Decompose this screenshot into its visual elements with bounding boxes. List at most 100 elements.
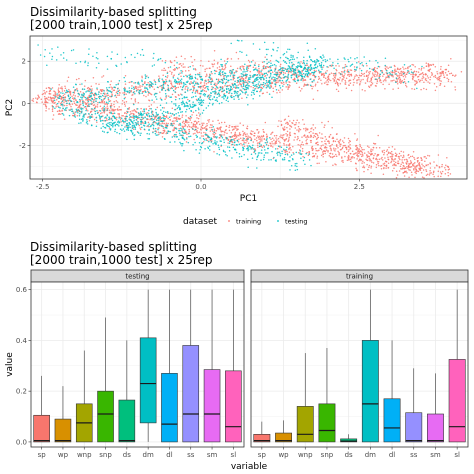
- scatter-point: [189, 103, 191, 106]
- scatter-point: [148, 115, 151, 118]
- scatter-point: [193, 58, 196, 61]
- scatter-y-axis-label: PC2: [5, 99, 15, 116]
- scatter-point: [242, 73, 244, 75]
- scatter-point: [215, 130, 218, 132]
- scatter-point: [332, 77, 334, 80]
- scatter-point: [165, 111, 167, 114]
- scatter-point: [199, 113, 201, 115]
- scatter-point: [79, 61, 82, 63]
- scatter-point: [110, 111, 112, 113]
- box-x-axis-label: variable: [231, 462, 268, 472]
- scatter-point: [409, 169, 411, 171]
- scatter-point: [97, 101, 99, 104]
- scatter-point: [281, 79, 284, 82]
- scatter-point: [260, 145, 263, 148]
- scatter-point: [125, 101, 128, 103]
- scatter-point: [291, 122, 294, 125]
- box-x-tick-label: wp: [278, 451, 289, 459]
- scatter-point: [167, 85, 170, 87]
- scatter-point: [197, 120, 200, 123]
- scatter-point: [407, 165, 410, 168]
- scatter-point: [184, 70, 187, 72]
- scatter-point: [307, 76, 309, 78]
- scatter-point: [338, 79, 341, 81]
- scatter-point: [86, 120, 88, 123]
- scatter-point: [242, 149, 244, 152]
- scatter-point: [223, 97, 225, 100]
- scatter-point: [381, 156, 383, 159]
- scatter-point: [108, 90, 110, 92]
- scatter-point: [317, 143, 319, 146]
- scatter-point: [160, 117, 163, 120]
- scatter-point: [320, 154, 323, 157]
- scatter-point: [222, 149, 225, 152]
- scatter-point: [207, 135, 209, 137]
- scatter-point: [147, 82, 149, 84]
- scatter-point: [407, 80, 410, 83]
- scatter-point: [134, 121, 137, 124]
- scatter-point: [270, 64, 272, 67]
- scatter-point: [140, 132, 142, 135]
- scatter-point: [93, 97, 96, 99]
- scatter-point: [316, 162, 318, 165]
- box-testing-snp: [97, 317, 114, 443]
- scatter-point: [377, 153, 380, 156]
- box-body: [405, 412, 423, 443]
- scatter-point: [416, 80, 418, 82]
- scatter-point: [287, 72, 290, 74]
- scatter-point: [325, 149, 328, 151]
- scatter-point: [59, 95, 61, 97]
- scatter-point: [130, 98, 133, 100]
- scatter-point: [279, 80, 281, 82]
- scatter-point: [96, 87, 98, 89]
- scatter-point: [333, 149, 335, 151]
- scatter-point: [303, 156, 306, 159]
- scatter-point: [275, 81, 278, 84]
- scatter-point: [234, 131, 237, 134]
- scatter-point: [108, 122, 111, 124]
- scatter-point: [202, 101, 204, 104]
- scatter-point: [443, 85, 446, 87]
- scatter-point: [214, 99, 217, 102]
- scatter-point: [386, 66, 388, 68]
- scatter-point: [37, 97, 39, 99]
- scatter-point: [200, 60, 202, 62]
- scatter-point: [317, 75, 320, 78]
- scatter-point: [169, 96, 171, 98]
- scatter-point: [70, 105, 72, 108]
- scatter-point: [108, 126, 111, 128]
- scatter-point: [142, 117, 145, 119]
- scatter-point: [429, 76, 432, 78]
- scatter-point: [194, 120, 197, 123]
- scatter-point: [420, 157, 422, 159]
- scatter-point: [388, 83, 390, 86]
- scatter-point: [99, 105, 102, 108]
- scatter-point: [235, 136, 238, 138]
- scatter-point: [329, 58, 331, 60]
- scatter-point: [105, 102, 108, 105]
- scatter-point: [327, 149, 329, 152]
- scatter-point: [249, 64, 252, 67]
- scatter-point: [185, 115, 187, 117]
- scatter-point: [127, 126, 130, 129]
- scatter-point: [269, 87, 271, 89]
- scatter-point: [242, 84, 245, 86]
- scatter-point: [287, 115, 290, 118]
- scatter-point: [181, 131, 184, 134]
- scatter-point: [136, 108, 139, 110]
- scatter-point: [124, 74, 127, 77]
- scatter-point: [242, 124, 245, 127]
- box-x-tick-label: ss: [187, 451, 195, 459]
- scatter-point: [390, 150, 393, 153]
- scatter-point: [384, 67, 387, 70]
- scatter-point: [260, 90, 262, 92]
- scatter-point: [395, 170, 398, 173]
- scatter-point: [440, 75, 442, 77]
- scatter-point: [297, 79, 299, 81]
- scatter-point: [137, 88, 139, 91]
- scatter-point: [139, 54, 142, 56]
- scatter-point: [309, 78, 312, 81]
- scatter-point: [357, 152, 360, 155]
- scatter-point: [151, 119, 153, 121]
- scatter-point: [194, 73, 197, 76]
